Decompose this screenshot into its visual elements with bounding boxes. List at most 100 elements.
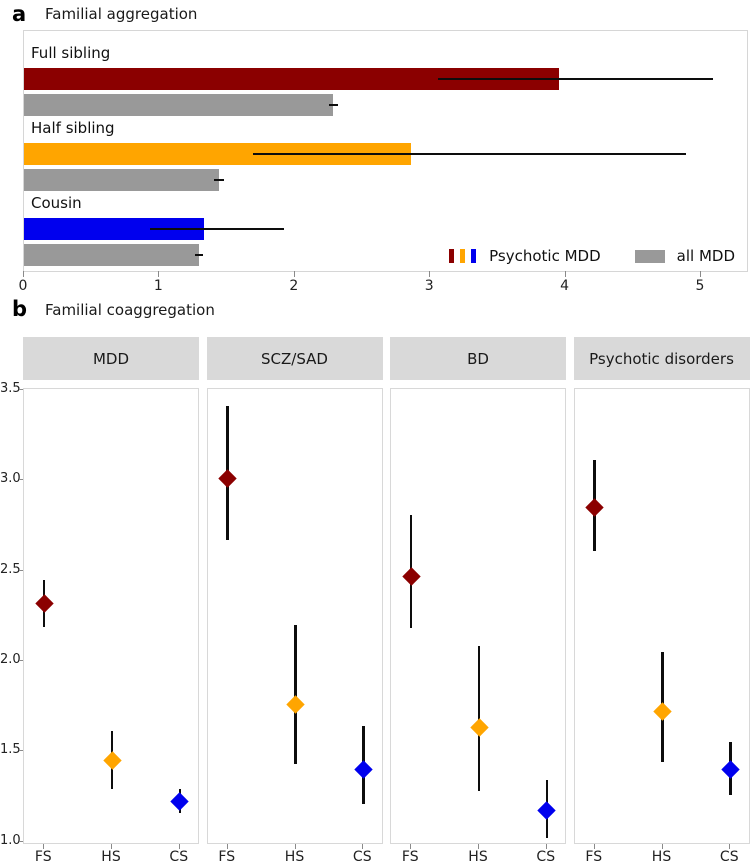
facet-panel — [23, 388, 199, 844]
y-tick-mark — [19, 659, 23, 661]
x-category-label: HS — [284, 849, 305, 865]
facet-strip-label: MDD — [92, 349, 130, 368]
legend-swatch-all-mdd — [634, 249, 665, 263]
point-estimate-diamond — [170, 792, 189, 811]
facet-panel — [206, 388, 383, 844]
y-tick-label: 1.0 — [0, 832, 21, 848]
bar-psychotic-mdd — [24, 68, 559, 90]
x-tick-mark — [661, 844, 663, 849]
y-tick-mark — [19, 569, 23, 571]
point-estimate-diamond — [35, 593, 54, 613]
x-tick-mark — [362, 844, 364, 849]
x-tick-mark — [593, 844, 595, 849]
legend-label-all-mdd: all MDD — [676, 247, 735, 265]
x-axis: 0 1 2 3 4 5 — [0, 271, 751, 297]
x-tick-mark — [294, 844, 296, 849]
point-estimate-diamond — [469, 718, 489, 737]
legend: Psychotic MDD all MDD — [449, 247, 735, 265]
y-tick-mark — [19, 479, 23, 481]
point-estimate-diamond — [537, 801, 556, 820]
error-bar — [252, 153, 687, 155]
x-tick-mark — [178, 844, 180, 849]
y-tick-mark — [19, 750, 23, 752]
x-tick-label: 0 — [18, 278, 28, 294]
bar-all-mdd — [24, 169, 219, 191]
x-category-label: CS — [169, 849, 189, 865]
x-category-label: FS — [401, 849, 419, 865]
x-category-label: FS — [34, 849, 52, 865]
x-tick-mark — [43, 844, 45, 849]
group-label: Full sibling — [31, 44, 111, 62]
x-tick-mark — [226, 844, 228, 849]
point-estimate-diamond — [585, 498, 604, 517]
x-tick-mark — [293, 271, 295, 277]
x-category-label: FS — [585, 849, 603, 865]
x-category-label: HS — [651, 849, 672, 865]
facet-strip: MDD — [23, 337, 199, 380]
x-tick-mark — [111, 844, 112, 849]
facet-panel — [390, 388, 566, 844]
x-tick-mark — [478, 844, 479, 849]
error-bar — [149, 228, 284, 230]
x-tick-label: 2 — [289, 278, 299, 294]
panel-a-label: a — [12, 2, 27, 26]
error-bar — [213, 179, 225, 181]
y-tick-label: 3.0 — [0, 471, 21, 487]
panel-a-title: Familial aggregation — [45, 5, 198, 23]
x-category-label: FS — [218, 849, 236, 865]
x-tick-mark — [23, 271, 24, 277]
point-estimate-diamond — [721, 760, 740, 779]
x-tick-mark — [545, 844, 547, 849]
facet-strip: SCZ/SAD — [206, 337, 383, 380]
bar-all-mdd — [24, 244, 199, 266]
legend-swatch-cousin — [471, 249, 477, 263]
facet-strip-label: SCZ/SAD — [261, 349, 328, 368]
facet-strip-label: Psychotic disorders — [589, 349, 734, 368]
point-estimate-diamond — [102, 751, 122, 770]
point-estimate-diamond — [653, 702, 672, 721]
familial-aggregation-plot: Full sibling Half sibling Cousin Psychotic… — [23, 30, 748, 272]
panel-b-title: Familial coaggregation — [45, 301, 215, 319]
error-bar — [194, 254, 203, 256]
legend-swatch-half-sibling — [460, 249, 466, 263]
bar-psychotic-mdd — [24, 143, 412, 165]
x-category-label: HS — [468, 849, 488, 865]
y-tick-mark — [19, 389, 23, 390]
point-estimate-diamond — [218, 469, 237, 488]
point-estimate-diamond — [402, 566, 421, 586]
confidence-interval — [294, 624, 297, 764]
facet-panel — [573, 388, 750, 844]
panel-b-label: b — [12, 297, 28, 321]
x-tick-label: 1 — [153, 278, 163, 294]
facet-strip: BD — [390, 337, 566, 380]
error-bar — [438, 78, 714, 80]
group-label: Half sibling — [31, 119, 115, 137]
x-tick-mark — [429, 271, 431, 277]
legend-swatch-full-sibling — [449, 249, 455, 263]
facet-strip-label: BD — [467, 349, 489, 368]
x-tick-mark — [410, 844, 412, 849]
x-tick-mark — [699, 271, 701, 277]
x-tick-mark — [729, 844, 731, 849]
error-bar — [328, 104, 339, 106]
point-estimate-diamond — [354, 760, 373, 779]
x-tick-mark — [564, 271, 566, 277]
x-category-label: CS — [352, 849, 372, 865]
y-tick-label: 1.5 — [0, 742, 21, 758]
y-tick-label: 3.5 — [0, 381, 21, 396]
group-label: Cousin — [31, 194, 82, 212]
y-tick-mark — [19, 840, 23, 842]
x-tick-mark — [158, 271, 160, 277]
bar-all-mdd — [24, 94, 333, 116]
y-tick-label: 2.0 — [0, 651, 21, 667]
x-category-label: CS — [719, 849, 739, 865]
x-tick-label: 4 — [560, 278, 570, 294]
y-tick-label: 2.5 — [0, 561, 21, 577]
facet-strip: Psychotic disorders — [573, 337, 750, 380]
bar-psychotic-mdd — [24, 218, 205, 240]
point-estimate-diamond — [286, 695, 305, 714]
x-tick-label: 3 — [424, 278, 434, 294]
x-category-label: HS — [101, 849, 121, 865]
x-category-label: CS — [536, 849, 556, 865]
legend-label-psychotic-mdd: Psychotic MDD — [489, 247, 601, 265]
